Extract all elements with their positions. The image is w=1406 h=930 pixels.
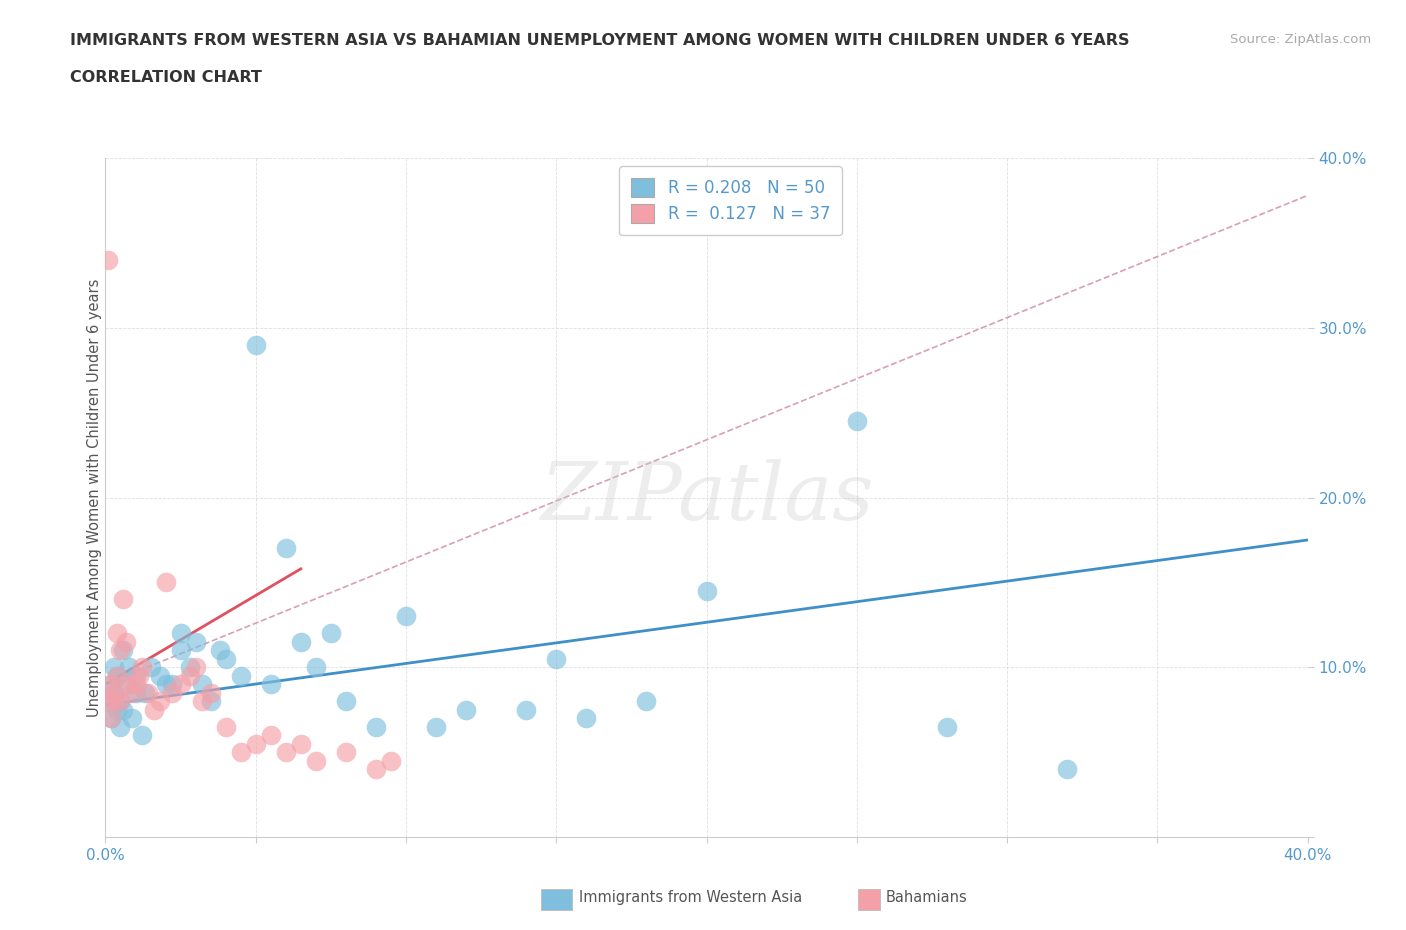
Point — [155, 677, 177, 692]
Point — [115, 677, 138, 692]
Point — [425, 719, 447, 734]
Point — [169, 677, 191, 692]
Point — [190, 694, 212, 709]
Point — [128, 669, 150, 684]
Point — [274, 745, 297, 760]
Point — [112, 592, 135, 607]
Point — [179, 660, 201, 675]
Point — [107, 626, 129, 641]
Point — [515, 702, 537, 717]
Point — [136, 685, 159, 700]
Point — [103, 685, 125, 700]
Point — [112, 643, 135, 658]
Point — [124, 685, 146, 700]
Point — [208, 643, 231, 658]
Point — [190, 677, 212, 692]
Point — [97, 694, 120, 709]
Point — [169, 643, 191, 658]
Point — [139, 660, 162, 675]
Point — [110, 719, 132, 734]
Point — [290, 737, 312, 751]
Point — [110, 643, 132, 658]
Point — [364, 719, 387, 734]
Point — [100, 677, 122, 692]
Point — [184, 660, 207, 675]
Point — [97, 252, 120, 268]
Point — [214, 651, 236, 666]
Point — [110, 694, 132, 709]
Point — [245, 338, 267, 352]
Y-axis label: Unemployment Among Women with Children Under 6 years: Unemployment Among Women with Children U… — [87, 278, 101, 717]
Point — [335, 745, 357, 760]
Point — [260, 677, 283, 692]
Point — [290, 634, 312, 649]
Point — [124, 669, 146, 684]
Point — [142, 702, 165, 717]
Point — [200, 685, 222, 700]
Legend: R = 0.208   N = 50, R =  0.127   N = 37: R = 0.208 N = 50, R = 0.127 N = 37 — [619, 166, 842, 235]
Point — [214, 719, 236, 734]
Point — [335, 694, 357, 709]
Point — [107, 669, 129, 684]
Point — [148, 694, 170, 709]
Point — [103, 660, 125, 675]
Point — [305, 753, 328, 768]
Point — [200, 694, 222, 709]
Point — [305, 660, 328, 675]
Point — [636, 694, 658, 709]
Point — [845, 414, 868, 429]
Point — [121, 711, 143, 725]
Point — [97, 694, 120, 709]
Text: IMMIGRANTS FROM WESTERN ASIA VS BAHAMIAN UNEMPLOYMENT AMONG WOMEN WITH CHILDREN : IMMIGRANTS FROM WESTERN ASIA VS BAHAMIAN… — [70, 33, 1130, 47]
Point — [115, 634, 138, 649]
Point — [575, 711, 598, 725]
Point — [160, 685, 183, 700]
Point — [110, 694, 132, 709]
Text: Immigrants from Western Asia: Immigrants from Western Asia — [579, 890, 803, 905]
Text: Bahamians: Bahamians — [886, 890, 967, 905]
Point — [131, 660, 153, 675]
Text: ZIPatlas: ZIPatlas — [540, 458, 873, 537]
Point — [121, 685, 143, 700]
Point — [155, 575, 177, 590]
Point — [260, 727, 283, 742]
Point — [103, 694, 125, 709]
Point — [134, 685, 156, 700]
Point — [319, 626, 342, 641]
Point — [184, 634, 207, 649]
Point — [229, 745, 252, 760]
Point — [546, 651, 568, 666]
Point — [936, 719, 959, 734]
Point — [103, 685, 125, 700]
Point — [118, 677, 141, 692]
Point — [118, 660, 141, 675]
Point — [148, 669, 170, 684]
Point — [107, 669, 129, 684]
Text: Source: ZipAtlas.com: Source: ZipAtlas.com — [1230, 33, 1371, 46]
Point — [380, 753, 402, 768]
Point — [124, 677, 146, 692]
Point — [245, 737, 267, 751]
Point — [169, 626, 191, 641]
Point — [100, 677, 122, 692]
Text: CORRELATION CHART: CORRELATION CHART — [70, 70, 262, 85]
Point — [131, 727, 153, 742]
Point — [696, 583, 718, 598]
Point — [274, 541, 297, 556]
Point — [229, 669, 252, 684]
Point — [1056, 762, 1078, 777]
Point — [160, 677, 183, 692]
Point — [107, 702, 129, 717]
Point — [179, 669, 201, 684]
Point — [100, 711, 122, 725]
Point — [112, 702, 135, 717]
Point — [364, 762, 387, 777]
Point — [454, 702, 477, 717]
Point — [100, 711, 122, 725]
Point — [395, 609, 418, 624]
